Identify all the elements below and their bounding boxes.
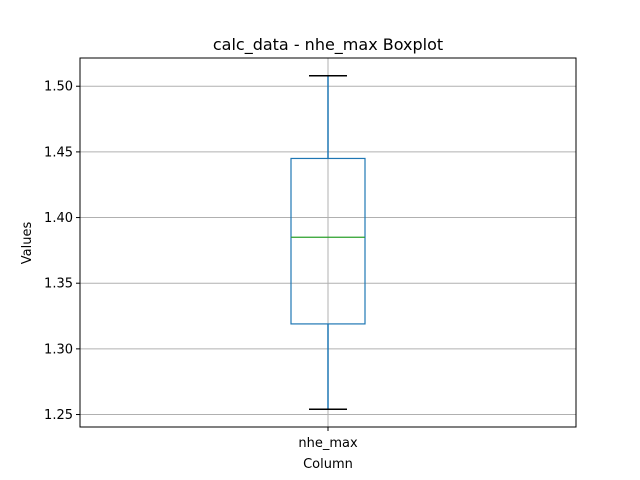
y-tick-label: 1.30 <box>44 342 73 357</box>
y-tick-label: 1.50 <box>44 80 73 95</box>
y-tick-label: 1.45 <box>44 145 73 160</box>
y-tick-label: 1.40 <box>44 211 73 226</box>
plot-area: 1.25 1.30 1.35 1.40 1.45 1.50 nhe_max <box>44 57 577 451</box>
x-axis-label: Column <box>303 457 353 472</box>
box-iqr <box>290 157 366 325</box>
chart-title: calc_data - nhe_max Boxplot <box>213 35 443 55</box>
y-tick-label: 1.25 <box>44 408 73 423</box>
y-axis-label: Values <box>20 222 35 265</box>
x-tick-label: nhe_max <box>298 436 358 451</box>
y-tick-label: 1.35 <box>44 277 73 292</box>
